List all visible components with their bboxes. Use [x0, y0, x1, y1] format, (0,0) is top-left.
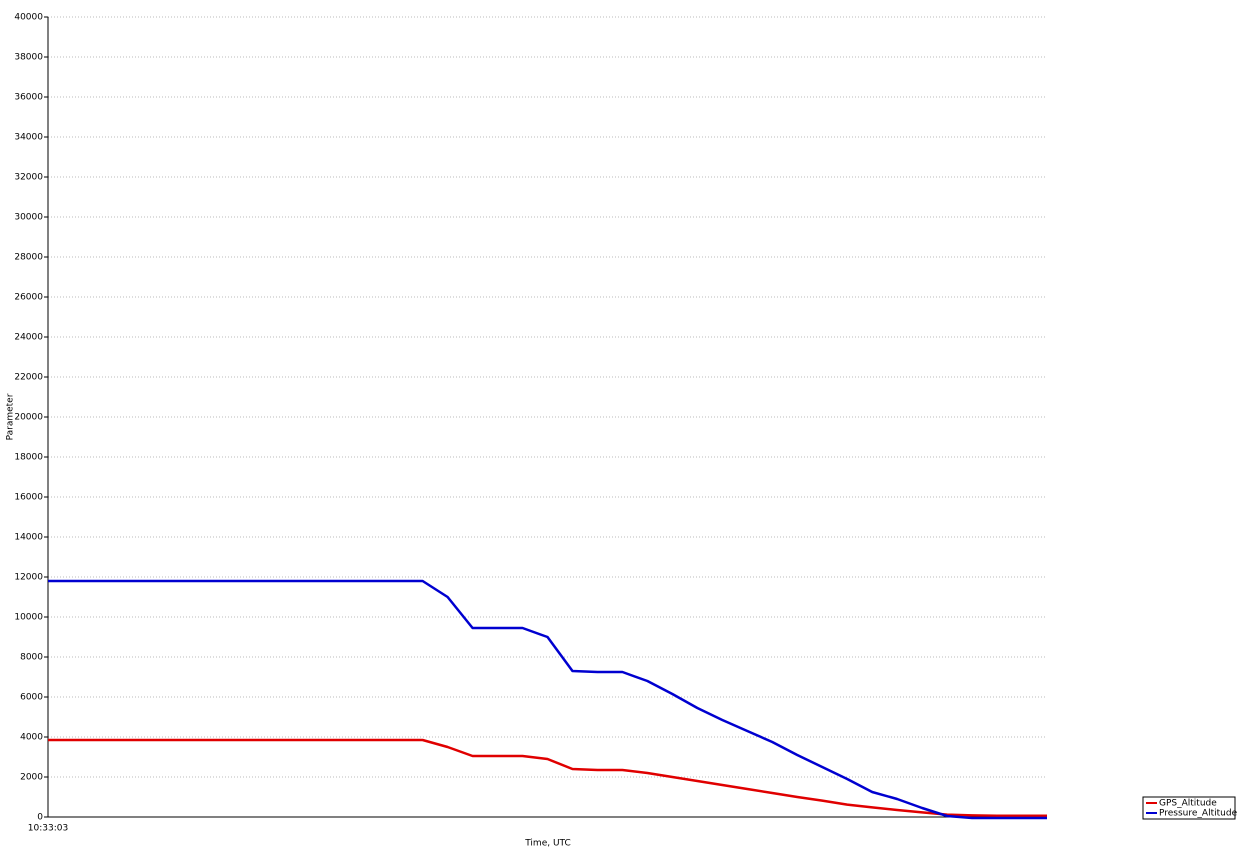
y-tick-label: 38000 — [14, 53, 43, 63]
legend-label: Pressure_Altitude — [1159, 809, 1238, 819]
y-tick-label: 12000 — [14, 573, 43, 583]
series-line — [48, 579, 1047, 820]
y-tick-label: 14000 — [14, 533, 43, 543]
legend-label: GPS_Altitude — [1159, 799, 1217, 809]
y-tick-label: 36000 — [14, 93, 43, 103]
legend-box — [1142, 796, 1236, 820]
y-tick-label: 6000 — [20, 693, 43, 703]
y-tick-label: 0 — [37, 813, 43, 823]
y-axis-label: Parameter — [6, 393, 16, 440]
x-axis-label: Time, UTC — [524, 839, 571, 849]
y-tick-label: 22000 — [14, 373, 43, 383]
y-tick-label: 18000 — [14, 453, 43, 463]
y-tick-label: 30000 — [14, 213, 43, 223]
y-tick-label: 26000 — [14, 293, 43, 303]
y-tick-label: 16000 — [14, 493, 43, 503]
y-tick-label: 34000 — [14, 133, 43, 143]
series-line — [48, 738, 1047, 818]
y-tick-label: 10000 — [14, 613, 43, 623]
y-tick-label: 4000 — [20, 733, 43, 743]
x-tick-label: 10:33:03 — [28, 824, 68, 834]
y-tick-label: 8000 — [20, 653, 43, 663]
y-tick-label: 28000 — [14, 253, 43, 263]
y-tick-label: 32000 — [14, 173, 43, 183]
y-tick-label: 2000 — [20, 773, 43, 783]
y-tick-label: 20000 — [14, 413, 43, 423]
y-tick-label: 40000 — [14, 13, 43, 23]
y-tick-label: 24000 — [14, 333, 43, 343]
